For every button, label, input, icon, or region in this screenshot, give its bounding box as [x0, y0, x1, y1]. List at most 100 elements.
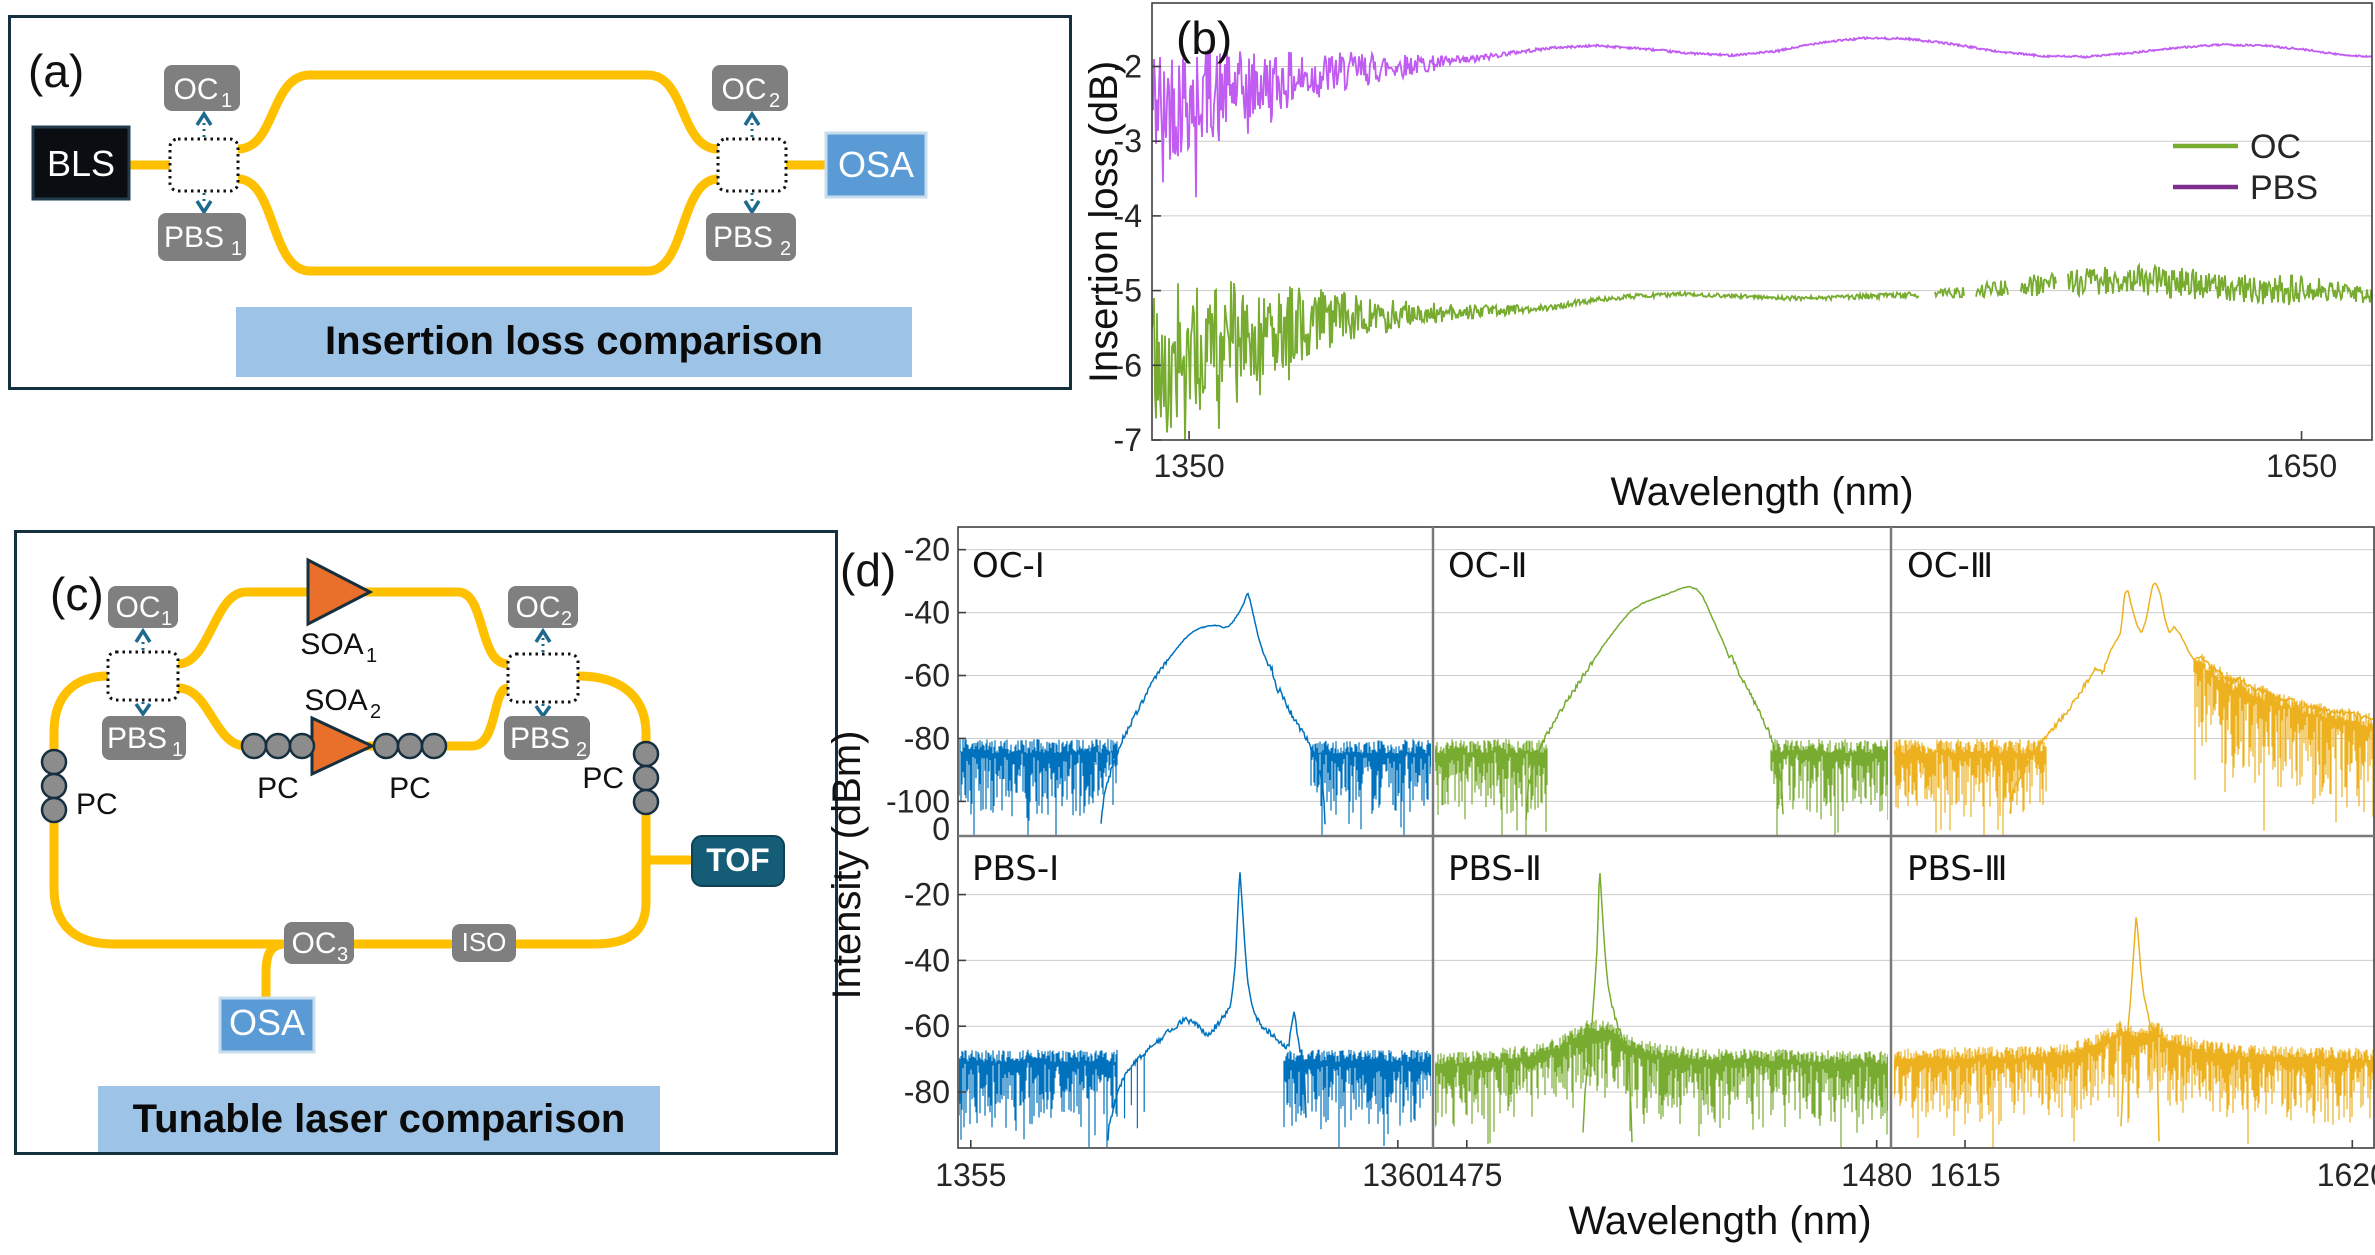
pbs2-box	[706, 213, 796, 261]
pc-left-icon	[40, 748, 68, 824]
oc1-sub: 1	[161, 608, 172, 630]
x-tick-label: 1620	[2317, 1157, 2375, 1193]
y-tick-label: -60	[904, 658, 950, 694]
noise-floor	[959, 739, 1431, 835]
series-oc	[1152, 262, 2372, 440]
osa-label: OSA	[838, 144, 914, 185]
subplot-label: PBS-Ⅰ	[972, 849, 1059, 889]
chart-b-series	[1152, 35, 2372, 440]
panel-c-banner-text: Tunable laser comparison	[133, 1097, 626, 1141]
subplot-OC-Ⅰ	[959, 592, 1431, 835]
spectrum-envelope	[1100, 592, 1326, 825]
x-tick-label: 1480	[1841, 1157, 1912, 1193]
panel-d-tag: (d)	[840, 544, 896, 596]
spectrum-envelope	[1582, 872, 1633, 1143]
spectrum-envelope	[1107, 872, 1307, 1141]
osa-box	[218, 996, 316, 1054]
y-tick-label: -80	[904, 720, 950, 756]
pbs1-sub: 1	[172, 739, 183, 761]
x-tick-label: 1350	[1153, 448, 1224, 484]
panel-b-tag: (b)	[1176, 12, 1232, 64]
arrow-down-icon	[195, 200, 213, 216]
pc-mid-left-icon	[240, 732, 316, 760]
dut-box-left	[106, 650, 180, 702]
oc2-sub: 2	[769, 90, 780, 112]
noise-floor	[1894, 654, 2373, 835]
pbs2-box	[504, 716, 590, 760]
panel-a-banner-text: Insertion loss comparison	[325, 319, 823, 363]
bls-box	[31, 125, 131, 201]
iso-box	[452, 924, 516, 962]
oc2-label: OC	[722, 73, 767, 106]
y-tick-label: -40	[904, 595, 950, 631]
soa1-sub: 1	[366, 645, 377, 667]
pbs1-label: PBS	[107, 722, 167, 755]
y-tick-label: -20	[904, 877, 950, 913]
fiber-loop-bottom	[233, 174, 723, 276]
pbs2-sub: 2	[576, 739, 587, 761]
oc1-box	[108, 586, 178, 628]
y-tick-label: -80	[904, 1074, 950, 1110]
bls-label: BLS	[47, 143, 115, 184]
pbs2-label: PBS	[510, 722, 570, 755]
y-tick-label: -60	[904, 1008, 950, 1044]
y-tick-label: -5	[1114, 273, 1142, 309]
soa1-triangle-icon	[306, 557, 374, 627]
legend-label-pbs: PBS	[2250, 169, 2318, 207]
pbs1-label: PBS	[164, 221, 224, 254]
oc3-sub: 3	[337, 944, 348, 966]
x-tick-label: 1650	[2266, 448, 2337, 484]
panel-a-schematic: (a) BLS OC 1 PBS 1 OC 2 PBS 2	[8, 15, 1072, 390]
arrow-up-icon	[134, 627, 152, 643]
pc-right-label: PC	[582, 762, 624, 795]
oc3-label: OC	[292, 927, 337, 960]
pbs1-box	[158, 213, 246, 261]
osa-box	[824, 131, 928, 199]
noise-floor	[1894, 1020, 2373, 1147]
y-tick-label: -40	[904, 942, 950, 978]
legend-label-oc: OC	[2250, 128, 2301, 166]
panel-a-tag: (a)	[28, 45, 84, 97]
spectrum-envelope	[2009, 582, 2373, 814]
arrow-down-icon	[134, 702, 152, 718]
subplot-OC-Ⅱ	[1435, 585, 1888, 835]
x-tick-label: 1615	[1929, 1157, 2000, 1193]
oc1-label: OC	[174, 73, 219, 106]
pc-mid-right-label: PC	[389, 772, 431, 805]
chart-b-xlabel: Wavelength (nm)	[1610, 470, 1913, 514]
y-tick-label: -3	[1114, 123, 1142, 159]
tof-box	[691, 835, 785, 887]
pc-left-label: PC	[76, 788, 118, 821]
subplot-OC-Ⅲ	[1894, 582, 2373, 835]
oc2-sub: 2	[561, 608, 572, 630]
chart-b-ylabel: Insertion loss (dB)	[1082, 61, 1126, 383]
subplot-label: OC-Ⅲ	[1907, 546, 1993, 586]
pc-mid-right-icon	[372, 732, 448, 760]
x-tick-label: 1355	[935, 1157, 1006, 1193]
y-tick-label: -100	[886, 783, 950, 819]
chart-d-frames	[957, 526, 2375, 1149]
subplot-PBS-Ⅰ	[959, 872, 1431, 1147]
fiber-loop-top	[233, 70, 723, 154]
x-tick-label: 1360	[1362, 1157, 1433, 1193]
panel-c-banner	[98, 1086, 660, 1152]
chart-d-ylabel: Intensity (dBm)	[825, 731, 869, 1000]
subplot-label: OC-Ⅱ	[1448, 546, 1528, 586]
oc1-sub: 1	[221, 90, 232, 112]
chart-b-ticks: -2 -3 -4 -5 -6 -7 1350 1650	[1114, 48, 2338, 484]
noise-floor	[959, 1049, 1431, 1147]
arrow-up-icon	[743, 110, 761, 126]
y-tick-label: -2	[1114, 48, 1142, 84]
subplot-PBS-Ⅲ	[1894, 917, 2373, 1147]
x-tick-label: 1475	[1431, 1157, 1502, 1193]
subplot-label: PBS-Ⅲ	[1907, 849, 2008, 889]
noise-floor	[1435, 739, 1888, 835]
soa1-label: SOA	[300, 628, 363, 661]
pbs2-label: PBS	[713, 221, 773, 254]
y-tick-label: 0	[932, 811, 950, 847]
noise-floor	[1435, 1019, 1888, 1147]
